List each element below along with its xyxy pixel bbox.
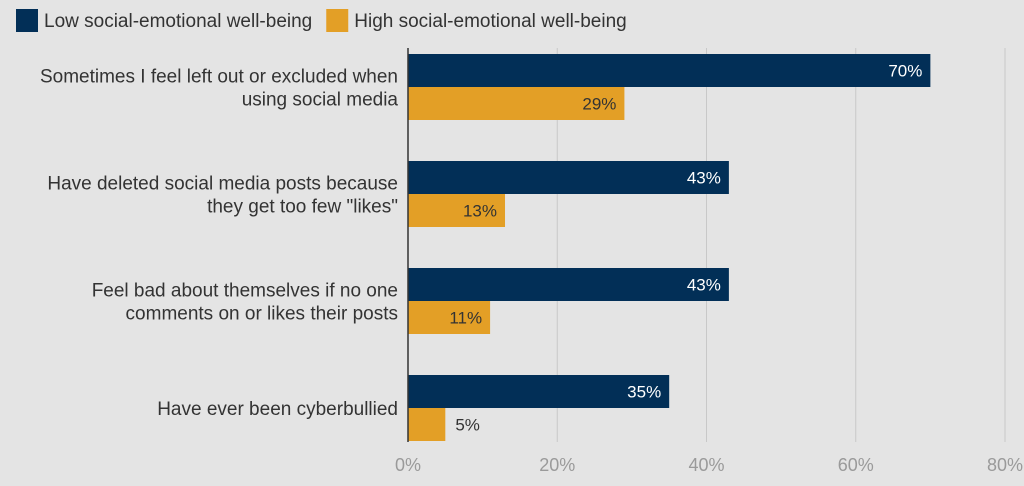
data-label: 43% bbox=[687, 276, 721, 295]
bar-1-0 bbox=[408, 87, 625, 120]
category-label: using social media bbox=[242, 90, 399, 111]
category-label: Feel bad about themselves if no one bbox=[92, 281, 398, 302]
legend-label-1: High social-emotional well-being bbox=[354, 11, 626, 32]
data-label: 43% bbox=[687, 169, 721, 188]
bar-0-2 bbox=[408, 268, 729, 301]
x-tick-label: 60% bbox=[838, 455, 874, 475]
x-tick-label: 20% bbox=[539, 455, 575, 475]
legend-swatch-0 bbox=[16, 9, 38, 32]
data-label: 35% bbox=[627, 383, 661, 402]
x-axis-ticks: 0% 20% 40% 60% 80% bbox=[395, 455, 1023, 475]
category-labels: Sometimes I feel left out or excluded wh… bbox=[40, 67, 398, 421]
bar-0-3 bbox=[408, 375, 670, 408]
legend: Low social-emotional well-being High soci… bbox=[16, 9, 627, 32]
data-label: 13% bbox=[463, 202, 497, 221]
category-label: comments on or likes their posts bbox=[126, 304, 398, 325]
x-tick-label: 80% bbox=[987, 455, 1023, 475]
data-label: 70% bbox=[888, 62, 922, 81]
category-label: Sometimes I feel left out or excluded wh… bbox=[40, 67, 398, 88]
data-label: 5% bbox=[455, 416, 480, 435]
bars: 70% 29% 43% 13% 43% 11% 35% 5% bbox=[408, 54, 931, 441]
x-tick-label: 0% bbox=[395, 455, 421, 475]
legend-swatch-1 bbox=[326, 9, 349, 32]
bar-0-1 bbox=[408, 161, 729, 194]
bar-1-1 bbox=[408, 194, 506, 227]
category-label: they get too few "likes" bbox=[207, 197, 398, 218]
category-label: Have deleted social media posts because bbox=[47, 174, 398, 195]
bar-1-2 bbox=[408, 301, 491, 334]
x-tick-label: 40% bbox=[688, 455, 724, 475]
data-label: 29% bbox=[582, 95, 616, 114]
bar-0-0 bbox=[408, 54, 931, 87]
legend-label-0: Low social-emotional well-being bbox=[44, 11, 312, 32]
data-label: 11% bbox=[449, 309, 482, 328]
category-label: Have ever been cyberbullied bbox=[157, 399, 398, 420]
bar-1-3 bbox=[408, 408, 446, 441]
